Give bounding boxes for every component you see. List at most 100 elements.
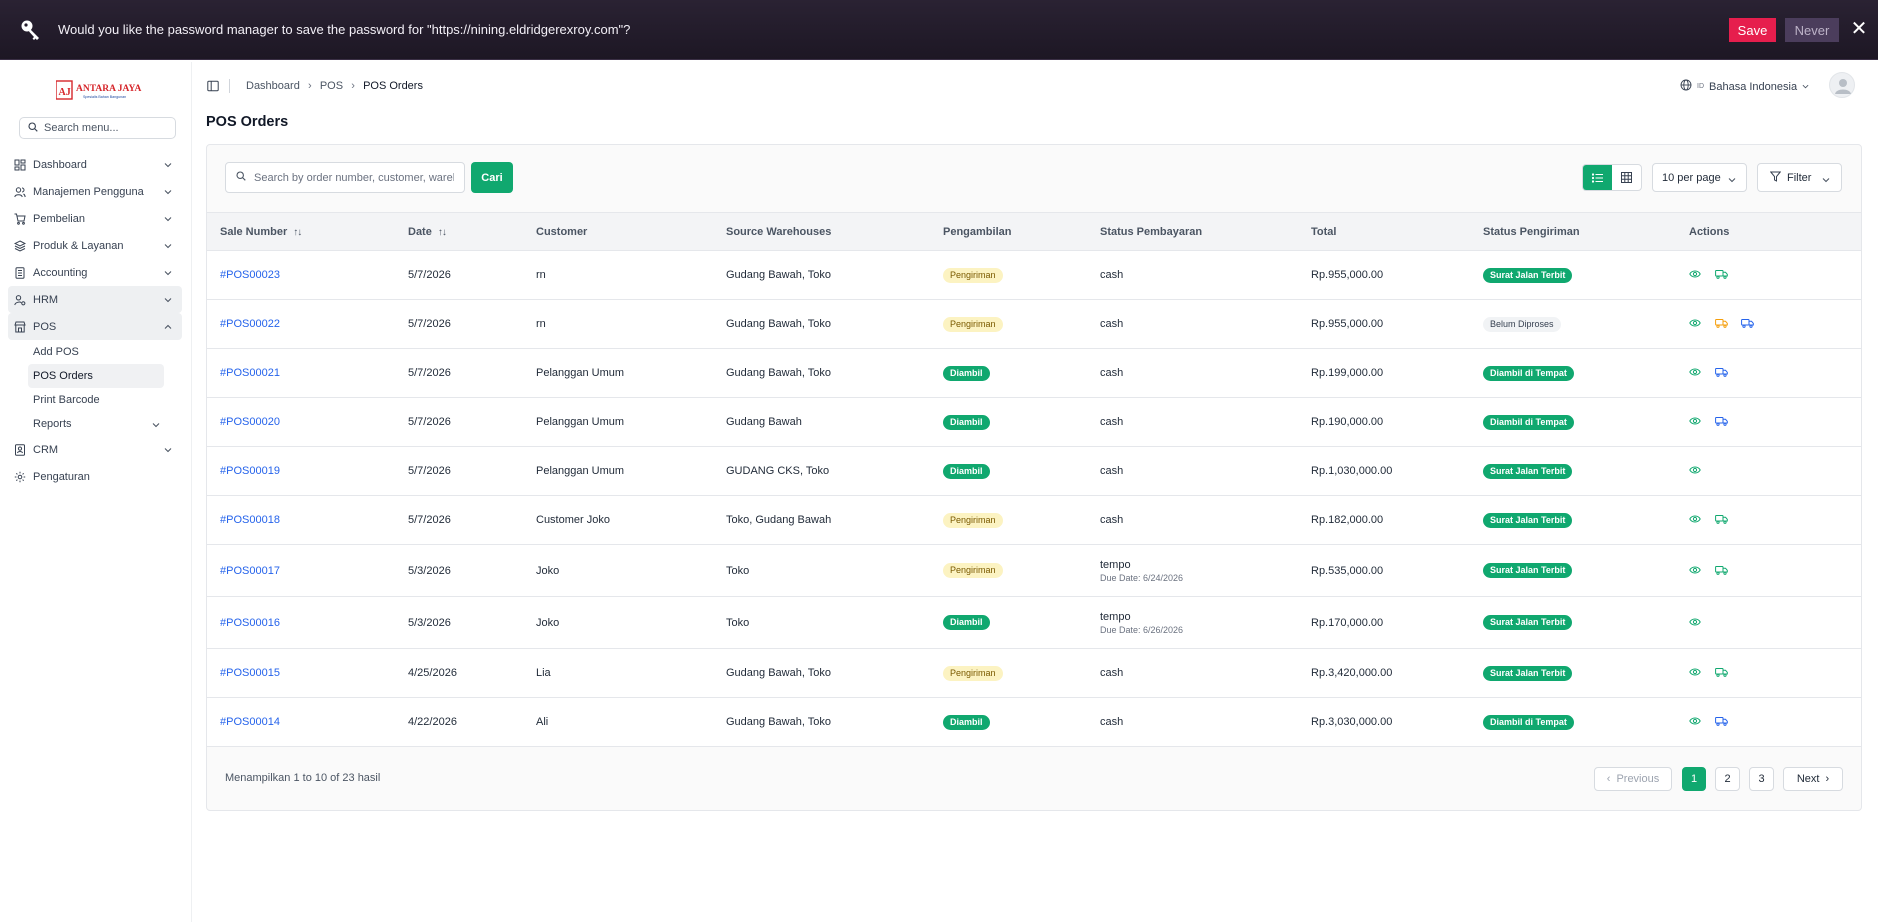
breadcrumb-pos-orders: POS Orders [363,80,423,92]
sidebar-item-dashboard[interactable]: Dashboard [8,151,182,178]
truck-icon[interactable] [1715,269,1729,281]
due-date: Due Date: 6/24/2026 [1100,572,1184,583]
page-1-button[interactable]: 1 [1682,767,1706,791]
sale-number-link[interactable]: #POS00020 [220,416,280,428]
breadcrumb-pos[interactable]: POS [319,80,344,92]
list-view-icon[interactable] [1583,165,1612,190]
pickup-cell: Diambil [930,348,1087,398]
sale-number-link[interactable]: #POS00019 [220,465,280,477]
company-logo[interactable]: AJ ANTARA JAYA Spesialis Bahan Bangunan [55,78,142,104]
sidebar-item-settings[interactable]: Pengaturan [8,463,182,490]
pickup-badge: Diambil [943,414,990,430]
truck-icon[interactable] [1715,514,1729,526]
breadcrumb-dashboard[interactable]: Dashboard [246,80,300,92]
view-icon[interactable] [1689,416,1703,428]
view-icon[interactable] [1689,367,1703,379]
sidebar-item-accounting[interactable]: Accounting [8,259,182,286]
sidebar-item-hrm[interactable]: HRM [8,286,182,313]
actions-cell [1676,596,1861,649]
payment-status: cash [1100,716,1124,728]
sale-number-cell: #POS00022 [207,299,395,349]
sidebar-item-add-pos[interactable]: Add POS [28,340,164,364]
sale-number-cell: #POS00020 [207,397,395,447]
payment-cell: cash [1087,348,1298,398]
sidebar-item-purchasing[interactable]: Pembelian [8,205,182,232]
sidebar-item-pos[interactable]: POS [8,313,182,340]
view-icon[interactable] [1689,514,1703,526]
table-row: #POS00019 5/7/2026 Pelanggan Umum GUDANG CK… [207,446,1861,496]
orders-card: Cari 10 per page Filter Sale Number↑↓ Da… [206,144,1862,811]
sale-number-link[interactable]: #POS00023 [220,269,280,281]
truck-icon[interactable] [1715,367,1729,379]
close-icon[interactable]: ✕ [1850,18,1868,40]
column-header-sale-number[interactable]: Sale Number ↑↓ [207,212,395,251]
column-header-date[interactable]: Date ↑↓ [395,212,523,251]
payment-cell: cash [1087,648,1298,698]
never-save-button[interactable]: Never [1785,18,1839,42]
row-actions [1689,617,1861,629]
sidebar-item-user-management[interactable]: Manajemen Pengguna [8,178,182,205]
sale-number-link[interactable]: #POS00018 [220,514,280,526]
language-selector[interactable]: ID Bahasa Indonesia [1680,79,1809,94]
sidebar-item-reports[interactable]: Reports [28,412,164,436]
shipping-cell: Surat Jalan Terbit [1470,596,1676,649]
menu-search-input[interactable] [44,122,164,134]
view-icon[interactable] [1689,465,1703,477]
search-button[interactable]: Cari [471,162,513,193]
view-icon[interactable] [1689,667,1703,679]
actions-cell [1676,446,1861,496]
customer-cell: rn [523,250,713,300]
truck-icon[interactable] [1715,318,1729,330]
pickup-badge: Pengiriman [943,563,1003,578]
sidebar-item-print-barcode[interactable]: Print Barcode [28,388,164,412]
truck-icon[interactable] [1715,416,1729,428]
contact-icon [14,443,26,456]
actions-cell [1676,697,1861,747]
sub-item-label: Add POS [33,346,79,358]
view-icon[interactable] [1689,617,1703,629]
truck-icon[interactable] [1715,565,1729,577]
previous-page-button[interactable]: ‹ Previous [1594,767,1672,791]
sidebar-toggle-icon[interactable] [207,80,219,92]
avatar[interactable] [1829,72,1855,98]
sale-number-cell: #POS00017 [207,544,395,597]
sale-number-link[interactable]: #POS00016 [220,616,280,629]
view-icon[interactable] [1689,318,1703,330]
filter-button[interactable]: Filter [1757,163,1842,192]
grid-view-icon[interactable] [1612,165,1641,190]
sale-number-link[interactable]: #POS00015 [220,667,280,679]
next-page-button[interactable]: Next › [1783,767,1843,791]
truck-icon[interactable] [1715,716,1729,728]
payment-status: cash [1100,269,1124,281]
sidebar-item-crm[interactable]: CRM [8,436,182,463]
per-page-select[interactable]: 10 per page [1652,163,1747,192]
sale-number-link[interactable]: #POS00017 [220,564,280,577]
table-row: #POS00018 5/7/2026 Customer Joko Toko, Guda… [207,495,1861,545]
page-2-button[interactable]: 2 [1715,767,1740,791]
table-row: #POS00015 4/25/2026 Lia Gudang Bawah, Toko P… [207,648,1861,698]
sort-icon[interactable]: ↑↓ [437,226,447,238]
actions-cell [1676,348,1861,398]
order-search-input[interactable] [254,171,454,184]
payment-cell: cash [1087,446,1298,496]
sidebar-item-pos-orders[interactable]: POS Orders [28,364,164,388]
globe-icon [1680,79,1692,94]
page-3-button[interactable]: 3 [1749,767,1774,791]
view-icon[interactable] [1689,565,1703,577]
truck-icon[interactable] [1741,318,1755,330]
view-icon[interactable] [1689,269,1703,281]
truck-icon[interactable] [1715,667,1729,679]
view-icon[interactable] [1689,716,1703,728]
due-date: Due Date: 6/26/2026 [1100,624,1184,635]
sort-icon[interactable]: ↑↓ [293,226,302,238]
sale-number-link[interactable]: #POS00014 [220,716,280,728]
sale-number-link[interactable]: #POS00021 [220,367,280,379]
actions-cell [1676,544,1861,597]
save-password-button[interactable]: Save [1729,18,1776,42]
sale-number-link[interactable]: #POS00022 [220,318,280,330]
date-cell: 5/7/2026 [395,397,523,447]
svg-text:AJ: AJ [59,87,71,98]
sidebar-item-products[interactable]: Produk & Layanan [8,232,182,259]
chevron-down-icon [164,445,172,453]
shipping-status-badge: Surat Jalan Terbit [1483,267,1573,283]
